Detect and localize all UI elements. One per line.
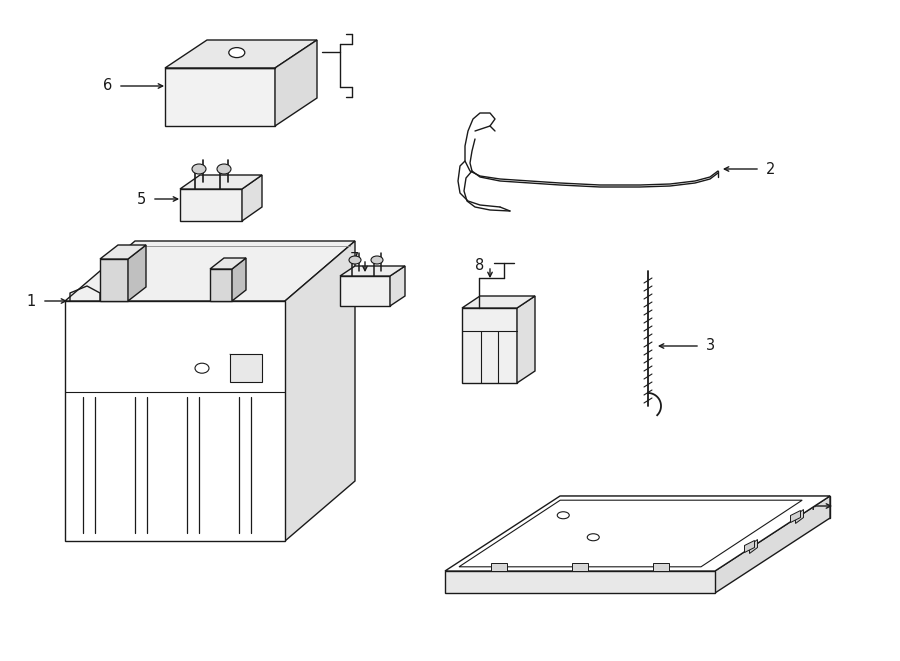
Polygon shape xyxy=(560,496,830,518)
Polygon shape xyxy=(210,269,232,301)
Polygon shape xyxy=(715,496,830,593)
Text: 4: 4 xyxy=(806,498,815,514)
Polygon shape xyxy=(100,259,128,301)
Polygon shape xyxy=(653,563,669,571)
Polygon shape xyxy=(180,189,242,221)
Ellipse shape xyxy=(587,533,599,541)
Text: 5: 5 xyxy=(137,192,146,206)
Polygon shape xyxy=(750,539,758,553)
Polygon shape xyxy=(340,276,390,306)
Polygon shape xyxy=(100,245,146,259)
Polygon shape xyxy=(230,354,262,382)
Polygon shape xyxy=(128,245,146,301)
Ellipse shape xyxy=(195,363,209,373)
Polygon shape xyxy=(65,301,285,541)
Ellipse shape xyxy=(192,164,206,174)
Polygon shape xyxy=(462,308,517,383)
Polygon shape xyxy=(491,563,507,571)
Polygon shape xyxy=(445,571,715,593)
Polygon shape xyxy=(744,541,754,553)
Text: 8: 8 xyxy=(475,258,484,274)
Text: 3: 3 xyxy=(706,338,716,354)
Polygon shape xyxy=(445,496,830,571)
Polygon shape xyxy=(65,241,355,301)
Text: 7: 7 xyxy=(349,251,359,266)
Polygon shape xyxy=(180,175,262,189)
Polygon shape xyxy=(790,510,800,522)
Text: 1: 1 xyxy=(27,293,36,309)
Polygon shape xyxy=(572,563,588,571)
Polygon shape xyxy=(210,258,246,269)
Ellipse shape xyxy=(229,48,245,58)
Polygon shape xyxy=(462,296,535,308)
Polygon shape xyxy=(165,68,275,126)
Polygon shape xyxy=(165,40,317,68)
Text: 2: 2 xyxy=(766,161,776,176)
Ellipse shape xyxy=(217,164,231,174)
Polygon shape xyxy=(242,175,262,221)
Polygon shape xyxy=(796,510,804,524)
Polygon shape xyxy=(285,241,355,541)
Ellipse shape xyxy=(349,256,361,264)
Ellipse shape xyxy=(371,256,383,264)
Polygon shape xyxy=(340,266,405,276)
Polygon shape xyxy=(390,266,405,306)
Ellipse shape xyxy=(557,512,569,519)
Polygon shape xyxy=(232,258,246,301)
Polygon shape xyxy=(275,40,317,126)
Polygon shape xyxy=(517,296,535,383)
Text: 6: 6 xyxy=(103,79,112,93)
